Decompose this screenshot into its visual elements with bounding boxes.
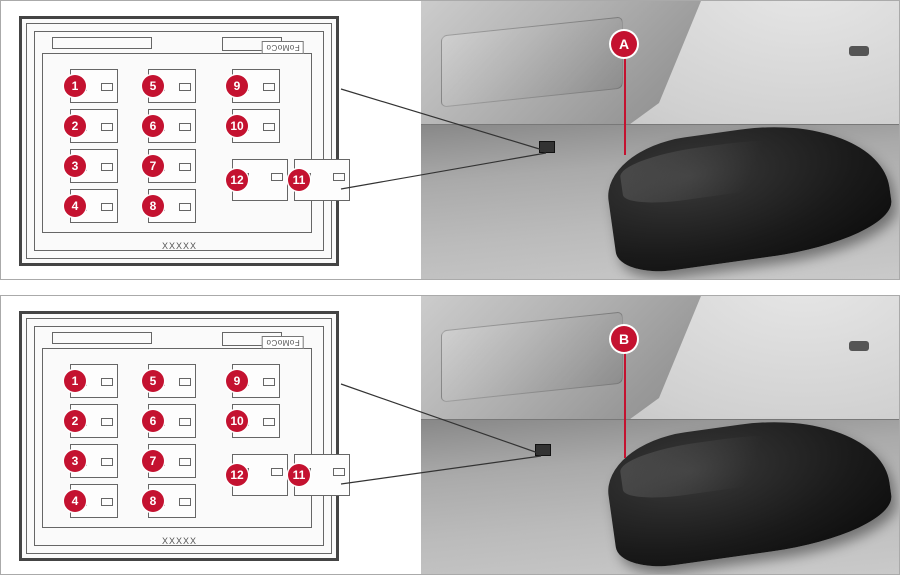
fuse-badge-8: 8 [142, 195, 164, 217]
fuse-badge-1: 1 [64, 370, 86, 392]
cargo-render-a [421, 1, 899, 279]
fusebox-latch-a [539, 141, 555, 153]
fuse-badge-10: 10 [226, 115, 248, 137]
location-letter: B [619, 331, 629, 347]
fuse-badge-4: 4 [64, 490, 86, 512]
location-letter: A [619, 36, 629, 52]
footer-code: XXXXX [162, 536, 197, 546]
fusebox-diagram-b: FoMoCo XXXXX 123456789101211 [19, 311, 339, 561]
fuse-badge-3: 3 [64, 155, 86, 177]
fuse-badge-7: 7 [142, 155, 164, 177]
fuse-badge-9: 9 [226, 75, 248, 97]
fuse-badge-2: 2 [64, 410, 86, 432]
panel-b: FoMoCo XXXXX 123456789101211 B [0, 295, 900, 575]
cargo-render-b [421, 296, 899, 574]
fuse-badge-12: 12 [226, 464, 248, 486]
fuse-badge-8: 8 [142, 490, 164, 512]
brand-label: FoMoCo [262, 336, 304, 349]
location-badge-a: A [611, 31, 637, 57]
brand-label: FoMoCo [262, 41, 304, 54]
fuse-badge-4: 4 [64, 195, 86, 217]
fuse-badge-9: 9 [226, 370, 248, 392]
fusebox-latch-b [535, 444, 551, 456]
tie-down-hook [849, 341, 869, 351]
fuse-badge-11: 11 [288, 464, 310, 486]
footer-code: XXXXX [162, 241, 197, 251]
fuse-badge-6: 6 [142, 115, 164, 137]
fuse-badge-12: 12 [226, 169, 248, 191]
fuse-badge-11: 11 [288, 169, 310, 191]
fuse-badge-2: 2 [64, 115, 86, 137]
fuse-badge-1: 1 [64, 75, 86, 97]
pointer-line-a [624, 55, 626, 155]
fusebox-diagram-a: FoMoCo XXXXX 123456789101211 [19, 16, 339, 266]
fuse-badge-10: 10 [226, 410, 248, 432]
pointer-line-b [624, 350, 626, 458]
location-badge-b: B [611, 326, 637, 352]
fuse-badge-6: 6 [142, 410, 164, 432]
fuse-badge-7: 7 [142, 450, 164, 472]
panel-a: FoMoCo XXXXX 123456789101211 A [0, 0, 900, 280]
tie-down-hook [849, 46, 869, 56]
fuse-badge-5: 5 [142, 75, 164, 97]
fuse-badge-5: 5 [142, 370, 164, 392]
fuse-badge-3: 3 [64, 450, 86, 472]
